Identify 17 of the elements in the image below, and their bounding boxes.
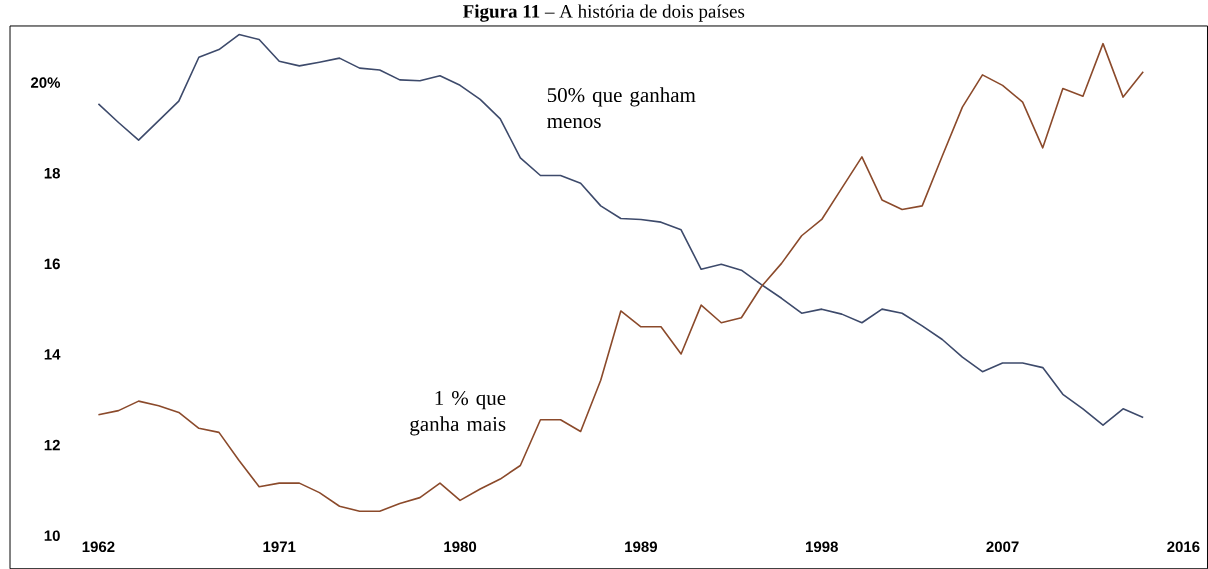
- series-label: 50% que ganham menos: [547, 87, 696, 128]
- x-tick-label: 1980: [444, 541, 477, 552]
- y-tick-label: 14: [44, 349, 61, 360]
- x-tick-label: 1962: [82, 541, 115, 552]
- line-series: [97, 42, 1144, 512]
- chart-title: Figura 11 – A história de dois países: [462, 4, 745, 22]
- y-tick-label: 10: [44, 530, 60, 541]
- y-tick-label: 18: [44, 167, 60, 179]
- series-label: 1 % que ganha mais: [410, 390, 506, 436]
- y-tick-label: 16: [44, 258, 60, 270]
- x-tick-label: 1998: [805, 541, 838, 552]
- x-tick-label: 1989: [625, 541, 658, 552]
- x-tick-label: 2016: [1167, 541, 1200, 552]
- x-tick-label: 2007: [986, 541, 1019, 552]
- y-tick-label: 20%: [30, 77, 61, 88]
- x-tick-label: 1971: [263, 541, 296, 552]
- y-tick-label: 12: [44, 439, 60, 451]
